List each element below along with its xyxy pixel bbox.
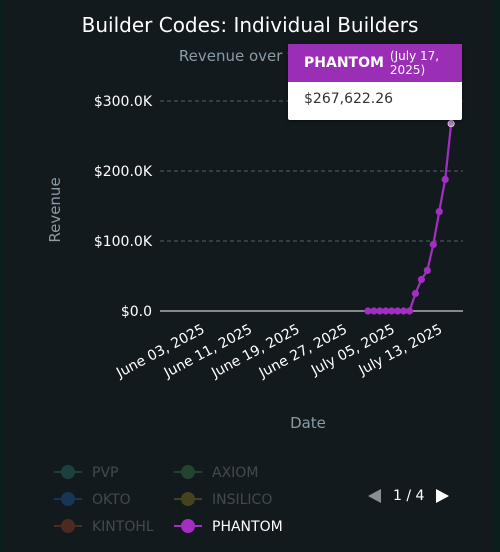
legend-label: PVP xyxy=(92,465,118,481)
legend-item-pvp[interactable]: PVP xyxy=(54,465,118,481)
legend-pager: 1 / 4 xyxy=(368,488,450,504)
legend-marker-icon xyxy=(181,519,195,533)
tooltip-header: PHANTOM (July 17, 2025) xyxy=(288,44,462,82)
y-tick-label: $300.0K xyxy=(94,94,153,110)
legend-label: PHANTOM xyxy=(212,519,283,535)
series-line-phantom xyxy=(367,123,453,313)
pager-next-icon[interactable] xyxy=(436,489,450,503)
chart-title: Builder Codes: Individual Builders xyxy=(82,13,419,37)
legend-marker-icon xyxy=(61,519,75,533)
tooltip-value: $267,622.26 xyxy=(304,91,394,107)
data-point[interactable] xyxy=(441,175,449,183)
legend-item-insilico[interactable]: INSILICO xyxy=(174,492,272,508)
legend-item-kintohl[interactable]: KINTOHL xyxy=(54,519,154,535)
data-point[interactable] xyxy=(370,307,378,315)
data-point[interactable] xyxy=(382,307,390,315)
data-point[interactable] xyxy=(376,307,384,315)
x-axis-label: Date xyxy=(290,414,326,432)
data-point[interactable] xyxy=(364,307,372,315)
legend-item-axiom[interactable]: AXIOM xyxy=(174,465,258,481)
pager-label: 1 / 4 xyxy=(393,488,425,504)
data-point[interactable] xyxy=(411,289,420,298)
legend-marker-icon xyxy=(61,465,75,479)
revenue-chart: Builder Codes: Individual Builders Reven… xyxy=(46,13,463,535)
tooltip: PHANTOM (July 17, 2025) $267,622.26 xyxy=(288,44,462,120)
legend-label: KINTOHL xyxy=(92,519,154,535)
legend: PVP AXIOM OKTO INSILICO KINTOHL PHANTOM xyxy=(54,465,283,535)
data-point[interactable] xyxy=(388,307,396,315)
y-tick-label: $200.0K xyxy=(94,164,153,180)
chart-panel: Builder Codes: Individual Builders Reven… xyxy=(6,0,494,552)
data-point[interactable] xyxy=(417,275,426,284)
legend-marker-icon xyxy=(61,492,75,506)
y-tick-label: $100.0K xyxy=(94,234,153,250)
data-point[interactable] xyxy=(399,307,408,315)
data-point[interactable] xyxy=(405,307,414,315)
y-tick-label: $0.0 xyxy=(121,304,152,320)
legend-marker-icon xyxy=(181,492,195,506)
data-point[interactable] xyxy=(429,240,437,249)
legend-label: AXIOM xyxy=(212,465,258,481)
data-point[interactable] xyxy=(447,120,455,128)
legend-item-okto[interactable]: OKTO xyxy=(54,492,131,508)
pager-prev-icon[interactable] xyxy=(368,489,381,503)
data-point[interactable] xyxy=(394,307,402,315)
y-axis-label: Revenue xyxy=(46,177,64,242)
legend-item-phantom[interactable]: PHANTOM xyxy=(174,519,283,535)
data-point[interactable] xyxy=(435,208,443,216)
chart-subtitle: Revenue over time xyxy=(179,47,321,65)
tooltip-date: (July 17, 2025) xyxy=(389,49,440,77)
tooltip-series-name: PHANTOM xyxy=(304,55,384,71)
legend-label: OKTO xyxy=(92,492,131,508)
data-point[interactable] xyxy=(423,266,431,274)
legend-label: INSILICO xyxy=(212,492,272,508)
legend-marker-icon xyxy=(181,465,195,479)
